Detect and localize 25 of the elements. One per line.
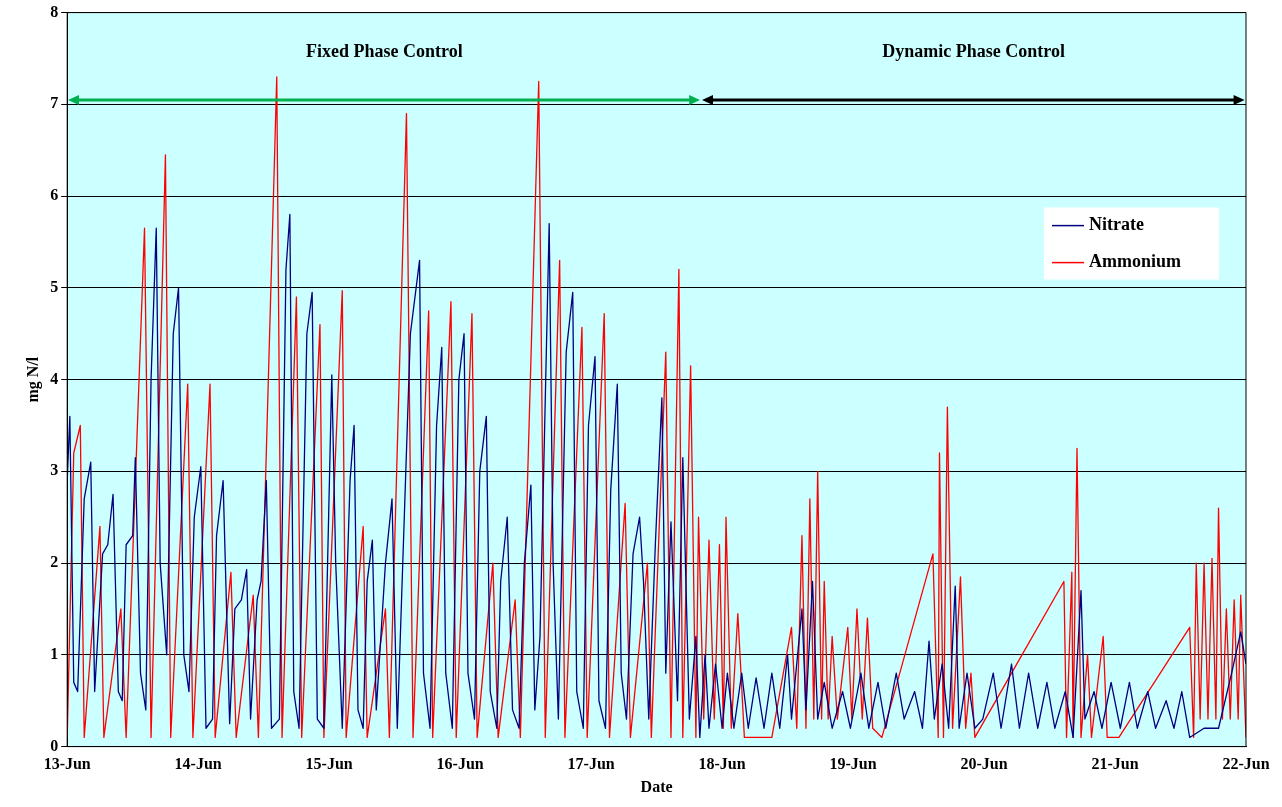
x-tick-label: 18-Jun — [698, 755, 746, 773]
legend-label: Ammonium — [1089, 251, 1182, 272]
y-tick-label: 5 — [50, 277, 59, 295]
x-tick-label: 21-Jun — [1091, 755, 1139, 773]
y-tick-label: 8 — [50, 2, 59, 20]
x-axis-title: Date — [640, 777, 673, 795]
x-tick-label: 20-Jun — [960, 755, 1008, 773]
x-tick-label: 17-Jun — [567, 755, 615, 773]
y-tick-label: 7 — [50, 94, 59, 112]
y-tick-label: 0 — [50, 736, 59, 754]
y-tick-label: 4 — [50, 369, 59, 387]
y-axis-title: mg N/l — [23, 356, 42, 403]
x-tick-label: 22-Jun — [1222, 755, 1270, 773]
x-tick-label: 13-Jun — [43, 755, 91, 773]
y-tick-label: 6 — [50, 186, 59, 204]
x-tick-label: 14-Jun — [174, 755, 222, 773]
x-tick-label: 19-Jun — [829, 755, 877, 773]
x-tick-label: 15-Jun — [305, 755, 353, 773]
legend-label: Nitrate — [1089, 214, 1144, 235]
annotation: Fixed Phase Control — [305, 40, 463, 62]
y-tick-label: 1 — [50, 644, 59, 662]
annotation: Dynamic Phase Control — [882, 40, 1066, 62]
y-tick-label: 2 — [50, 553, 59, 571]
y-tick-label: 3 — [50, 461, 59, 479]
x-tick-label: 16-Jun — [436, 755, 484, 773]
